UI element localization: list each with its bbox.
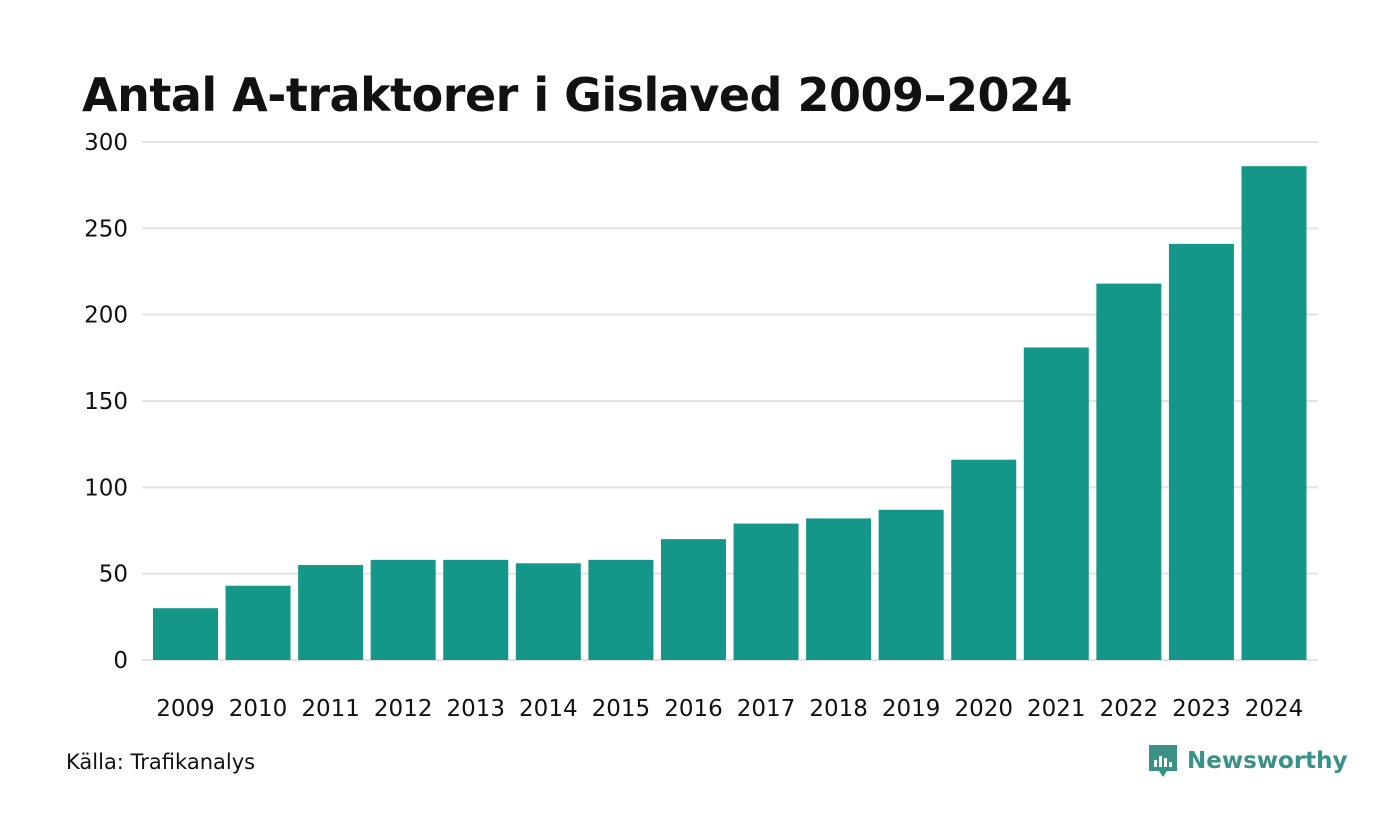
bar-2012 <box>370 559 436 660</box>
y-tick-label: 300 <box>84 130 128 156</box>
bar-2011 <box>298 565 364 660</box>
y-tick-label: 50 <box>99 562 128 588</box>
bar-2013 <box>443 559 509 660</box>
x-tick-label: 2019 <box>882 696 941 722</box>
x-tick-label: 2017 <box>737 696 796 722</box>
y-tick-label: 200 <box>84 303 128 329</box>
bar-2010 <box>225 585 291 660</box>
x-tick-label: 2018 <box>809 696 868 722</box>
y-tick-label: 0 <box>113 648 128 674</box>
y-tick-label: 150 <box>84 389 128 415</box>
bar-2023 <box>1168 243 1234 660</box>
y-axis-ticks: 0 50 100 150 200 250 300 <box>84 130 128 674</box>
x-tick-label: 2015 <box>592 696 651 722</box>
bar-2014 <box>515 563 581 660</box>
x-tick-label: 2024 <box>1245 696 1304 722</box>
brand-name: Newsworthy <box>1187 748 1348 774</box>
bar-2015 <box>588 559 654 660</box>
newsworthy-logo-icon <box>1149 745 1177 777</box>
x-tick-label: 2009 <box>156 696 215 722</box>
x-tick-label: 2012 <box>374 696 433 722</box>
x-tick-label: 2022 <box>1100 696 1159 722</box>
bar-2020 <box>951 459 1017 660</box>
y-tick-label: 100 <box>84 475 128 501</box>
bars <box>153 166 1307 660</box>
x-tick-label: 2021 <box>1027 696 1086 722</box>
chart-title: Antal A-traktorer i Gislaved 2009–2024 <box>82 68 1073 122</box>
brand-logo: Newsworthy <box>1147 743 1348 779</box>
bar-2019 <box>878 509 944 660</box>
bar-2022 <box>1096 283 1162 660</box>
bar-2018 <box>806 518 872 660</box>
bar-2009 <box>153 608 218 660</box>
x-tick-label: 2016 <box>664 696 723 722</box>
x-tick-label: 2023 <box>1172 696 1231 722</box>
x-tick-label: 2013 <box>446 696 505 722</box>
y-tick-label: 250 <box>84 216 128 242</box>
x-tick-label: 2014 <box>519 696 578 722</box>
x-tick-label: 2011 <box>301 696 360 722</box>
bar-2017 <box>733 523 799 660</box>
bar-2016 <box>660 539 726 660</box>
bar-2021 <box>1023 347 1089 660</box>
x-tick-label: 2020 <box>954 696 1013 722</box>
source-note: Källa: Trafikanalys <box>66 750 256 774</box>
bar-2024 <box>1241 166 1307 660</box>
x-axis-ticks: 2009 2010 2011 2012 2013 2014 2015 2016 2017 2018… <box>156 696 1303 722</box>
x-tick-label: 2010 <box>229 696 288 722</box>
